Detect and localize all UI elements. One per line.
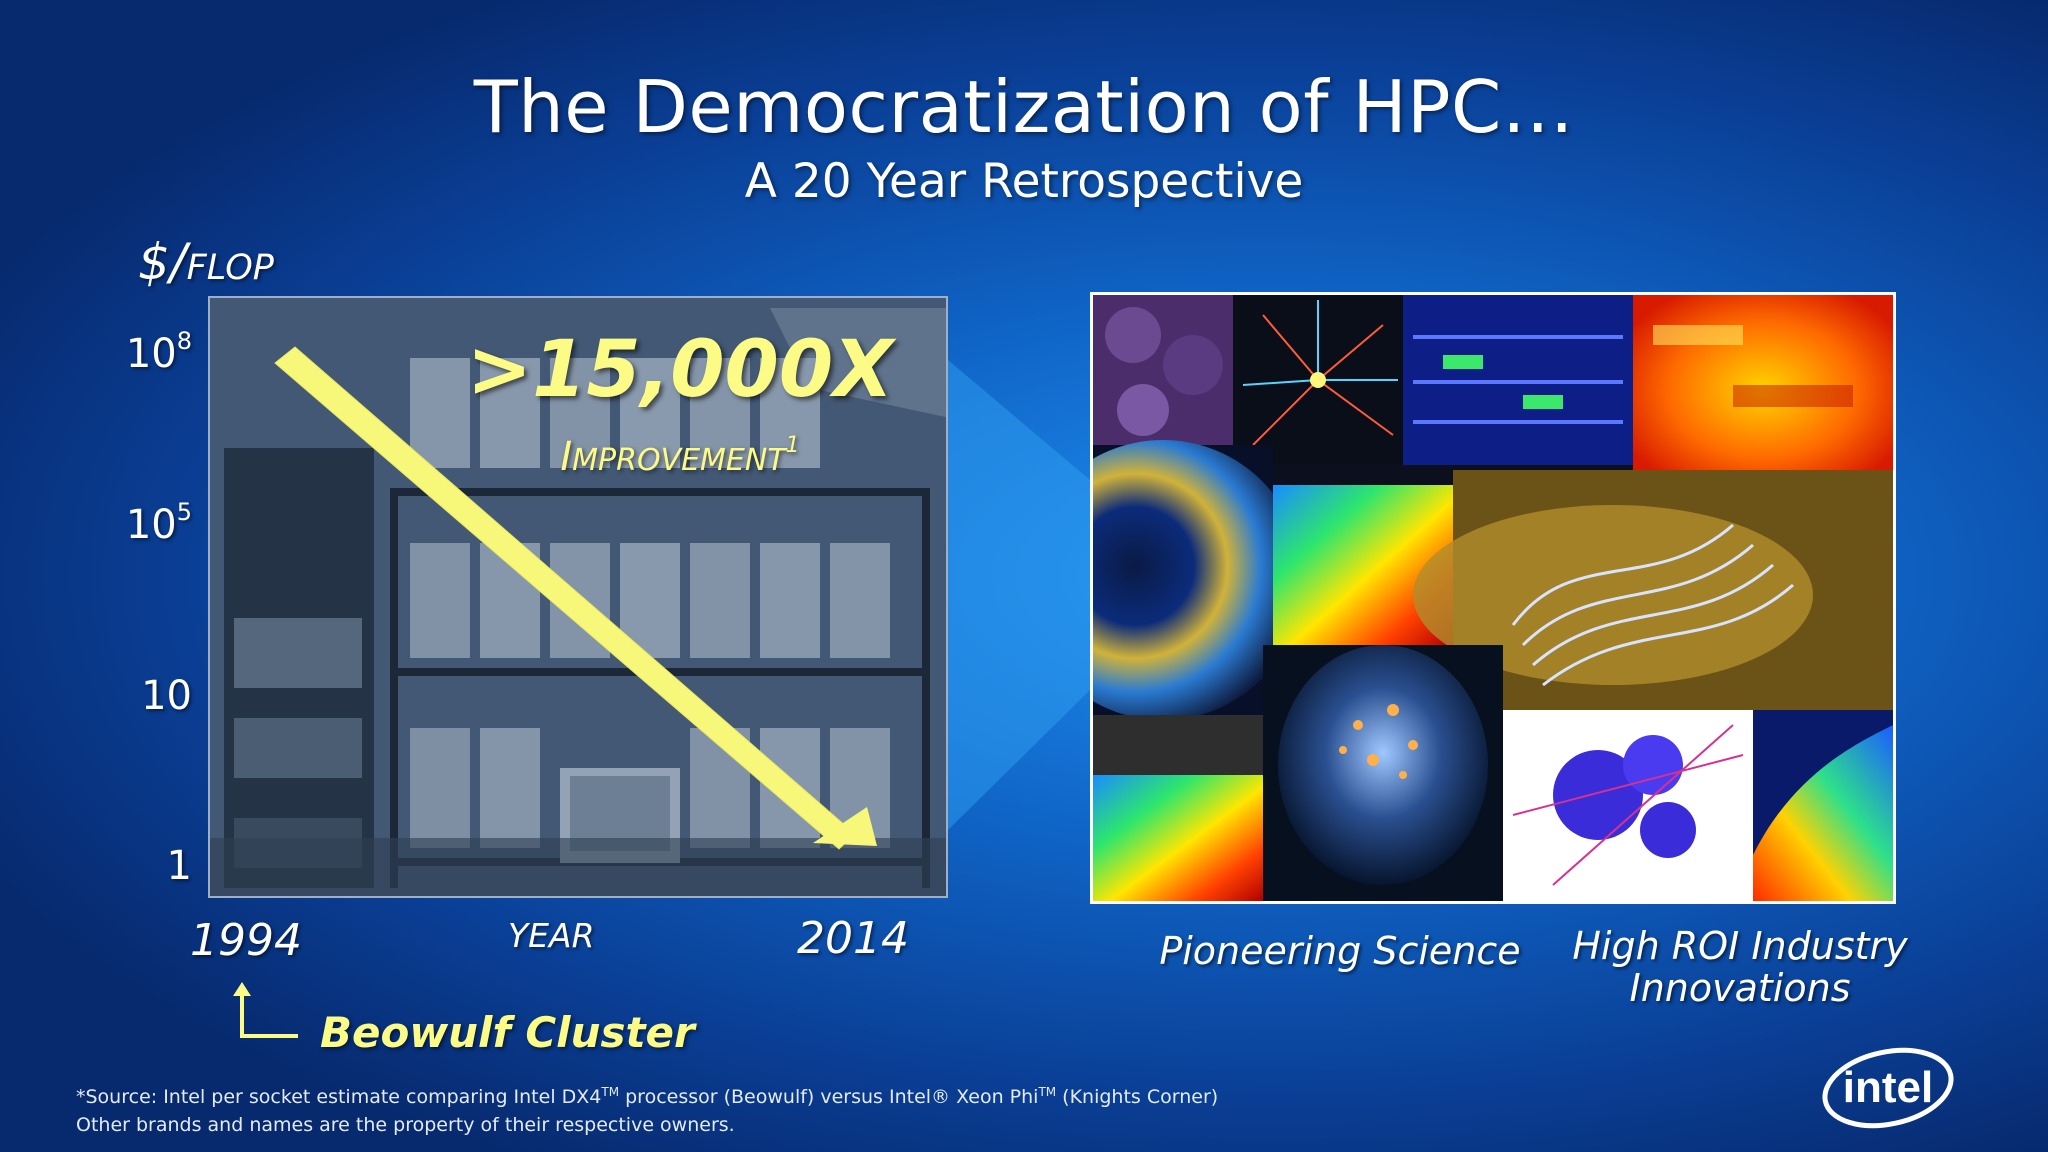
intel-logo: intel (1822, 1047, 1954, 1129)
svg-text:intel: intel (1843, 1063, 1933, 1112)
y-tick-label: 1 (166, 843, 192, 889)
corner-arrow-icon (233, 982, 298, 1038)
footnote-line-2: Other brands and names are the property … (76, 1114, 735, 1136)
improvement-label: IMPROVEMENT1 (560, 433, 800, 480)
source-footnote: *Source: Intel per socket estimate compa… (76, 1083, 1218, 1139)
cluster-label: Beowulf Cluster (320, 1008, 695, 1057)
y-unit-symbol: $/ (138, 233, 187, 291)
y-tick-label: 10 (141, 673, 192, 719)
slide-subtitle: A 20 Year Retrospective (744, 154, 1304, 209)
x-axis-end-year: 2014 (797, 913, 909, 964)
applications-collage-image (1093, 295, 1893, 901)
caption-industry-innovations: High ROI Industry Innovations (1572, 924, 1908, 1010)
connector-wedge (948, 360, 1090, 830)
y-tick-label: 105 (125, 498, 192, 548)
footnote-marker: 1 (785, 433, 800, 458)
x-axis-start-year: 1994 (190, 915, 302, 966)
improvement-factor: >15,000X (466, 325, 894, 415)
y-axis-unit: $/FLOP (138, 232, 274, 298)
slide-title: The Democratization of HPC… (473, 65, 1575, 149)
applications-collage (1090, 292, 1896, 904)
caption-pioneering-science: Pioneering Science (1159, 929, 1521, 973)
y-tick-label: 108 (125, 327, 192, 377)
x-axis-label: YEAR (508, 916, 595, 955)
decline-arrow-icon (274, 346, 877, 850)
footnote-line-1: *Source: Intel per socket estimate compa… (76, 1085, 1219, 1108)
y-unit-word: FLOP (186, 248, 274, 288)
